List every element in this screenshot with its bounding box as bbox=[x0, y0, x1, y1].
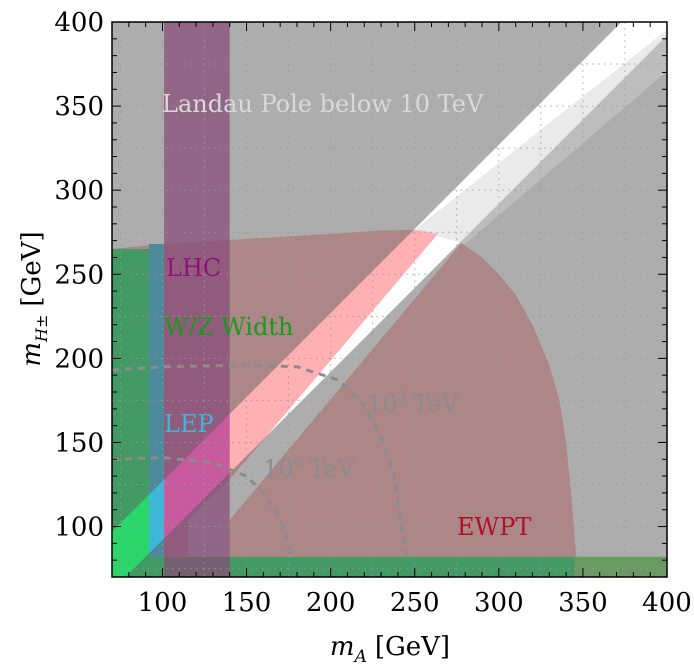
x-tick-label: 350 bbox=[558, 588, 608, 618]
y-tick-label: 300 bbox=[54, 176, 104, 206]
plot-area bbox=[112, 22, 667, 577]
y-axis-title: mH± [GeV] bbox=[17, 231, 51, 366]
x-axis-title-subscript: A bbox=[353, 647, 367, 666]
lhc-label: LHC bbox=[166, 254, 221, 282]
contour-line-2 bbox=[112, 456, 292, 558]
landau-pole-region bbox=[112, 22, 667, 577]
landau-pole-below-10-tev-label: Landau Pole below 10 TeV bbox=[162, 90, 484, 118]
x-tick-label: 200 bbox=[306, 588, 356, 618]
y-tick-label: 350 bbox=[54, 92, 104, 122]
x-tick-labels: 100 150 200 250 300 350 400 bbox=[138, 588, 692, 618]
y-axis-title-symbol: m bbox=[17, 342, 47, 367]
x-axis-title: mA [GeV] bbox=[330, 632, 450, 666]
y-tick-label: 200 bbox=[54, 344, 104, 374]
y-tick-label: 400 bbox=[54, 8, 104, 38]
lep-label: LEP bbox=[164, 410, 214, 438]
y-tick-labels: 100 150 200 250 300 350 400 bbox=[54, 8, 104, 543]
axis-ticks bbox=[111, 21, 668, 578]
x-axis-title-unit: [GeV] bbox=[375, 632, 450, 662]
x-tick-label: 250 bbox=[390, 588, 440, 618]
y-axis-title-subscript: H± bbox=[32, 315, 51, 343]
contour-label-2: 106 TeV bbox=[263, 453, 355, 483]
y-tick-label: 150 bbox=[54, 428, 104, 458]
y-tick-label: 250 bbox=[54, 260, 104, 290]
x-tick-label: 150 bbox=[222, 588, 272, 618]
x-axis-title-symbol: m bbox=[330, 632, 355, 662]
landau-pole-band bbox=[414, 22, 667, 244]
grid-lines bbox=[112, 22, 667, 577]
w-z-width-label: W/Z Width bbox=[164, 313, 293, 341]
x-tick-label: 300 bbox=[474, 588, 524, 618]
x-tick-label: 100 bbox=[138, 588, 188, 618]
region-labels: Landau Pole below 10 TeV LHC W/Z Width LEP E… bbox=[162, 90, 531, 541]
x-tick-label: 400 bbox=[642, 588, 692, 618]
contour-label-1: 103 TeV bbox=[367, 388, 459, 418]
y-tick-label: 100 bbox=[54, 513, 104, 543]
y-axis-title-unit: [GeV] bbox=[17, 231, 47, 306]
ewpt-label: EWPT bbox=[457, 513, 531, 541]
plot-frame bbox=[111, 21, 668, 578]
